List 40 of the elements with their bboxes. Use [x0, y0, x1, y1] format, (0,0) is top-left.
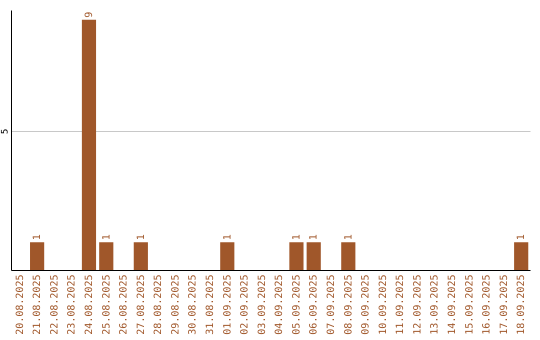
data-label: 1: [32, 234, 44, 240]
x-tick-label: 29.08.2025: [170, 274, 182, 335]
data-label: 1: [343, 234, 354, 240]
x-tick-label: 09.09.2025: [360, 274, 372, 335]
x-tick-label: 17.09.2025: [498, 274, 510, 335]
x-tick-label: 15.09.2025: [464, 274, 476, 335]
x-tick-label: 06.09.2025: [308, 274, 320, 335]
x-tick-label: 14.09.2025: [447, 274, 458, 335]
x-tick-label: 02.09.2025: [240, 274, 251, 335]
x-tick-label: 18.09.2025: [516, 274, 528, 335]
x-tick-label: 01.09.2025: [222, 274, 234, 335]
x-tick-label: 25.08.2025: [101, 274, 112, 335]
x-tick-label: 23.08.2025: [66, 274, 78, 335]
x-tick-label: 08.09.2025: [343, 274, 354, 335]
data-label: 1: [516, 234, 528, 240]
x-tick-label: 27.08.2025: [136, 274, 147, 335]
data-label: 1: [222, 234, 234, 240]
x-tick-label: 05.09.2025: [291, 274, 302, 335]
x-tick-label: 13.09.2025: [430, 274, 441, 335]
data-label: 1: [101, 234, 112, 240]
x-tick-label: 12.09.2025: [412, 274, 424, 335]
x-tick-label: 20.08.2025: [14, 274, 26, 335]
data-label: 1: [291, 234, 302, 240]
x-tick-label: 30.08.2025: [188, 274, 199, 335]
x-tick-label: 26.08.2025: [118, 274, 130, 335]
x-tick-label: 31.08.2025: [204, 274, 216, 335]
x-tick-label: 28.08.2025: [153, 274, 164, 335]
data-label: 1: [308, 234, 320, 240]
x-tick-label: 10.09.2025: [378, 274, 389, 335]
data-label: 1: [136, 234, 147, 240]
x-tick-label: 11.09.2025: [395, 274, 406, 335]
y-tick-label: 5: [0, 128, 10, 134]
x-tick-label: 04.09.2025: [274, 274, 286, 335]
x-tick-label: 22.08.2025: [49, 274, 60, 335]
x-tick-label: 21.08.2025: [32, 274, 44, 335]
x-tick-label: 16.09.2025: [482, 274, 493, 335]
data-label: 9: [84, 12, 95, 18]
x-tick-label: 24.08.2025: [84, 274, 95, 335]
x-tick-label: 07.09.2025: [326, 274, 338, 335]
x-tick-label: 03.09.2025: [256, 274, 268, 335]
